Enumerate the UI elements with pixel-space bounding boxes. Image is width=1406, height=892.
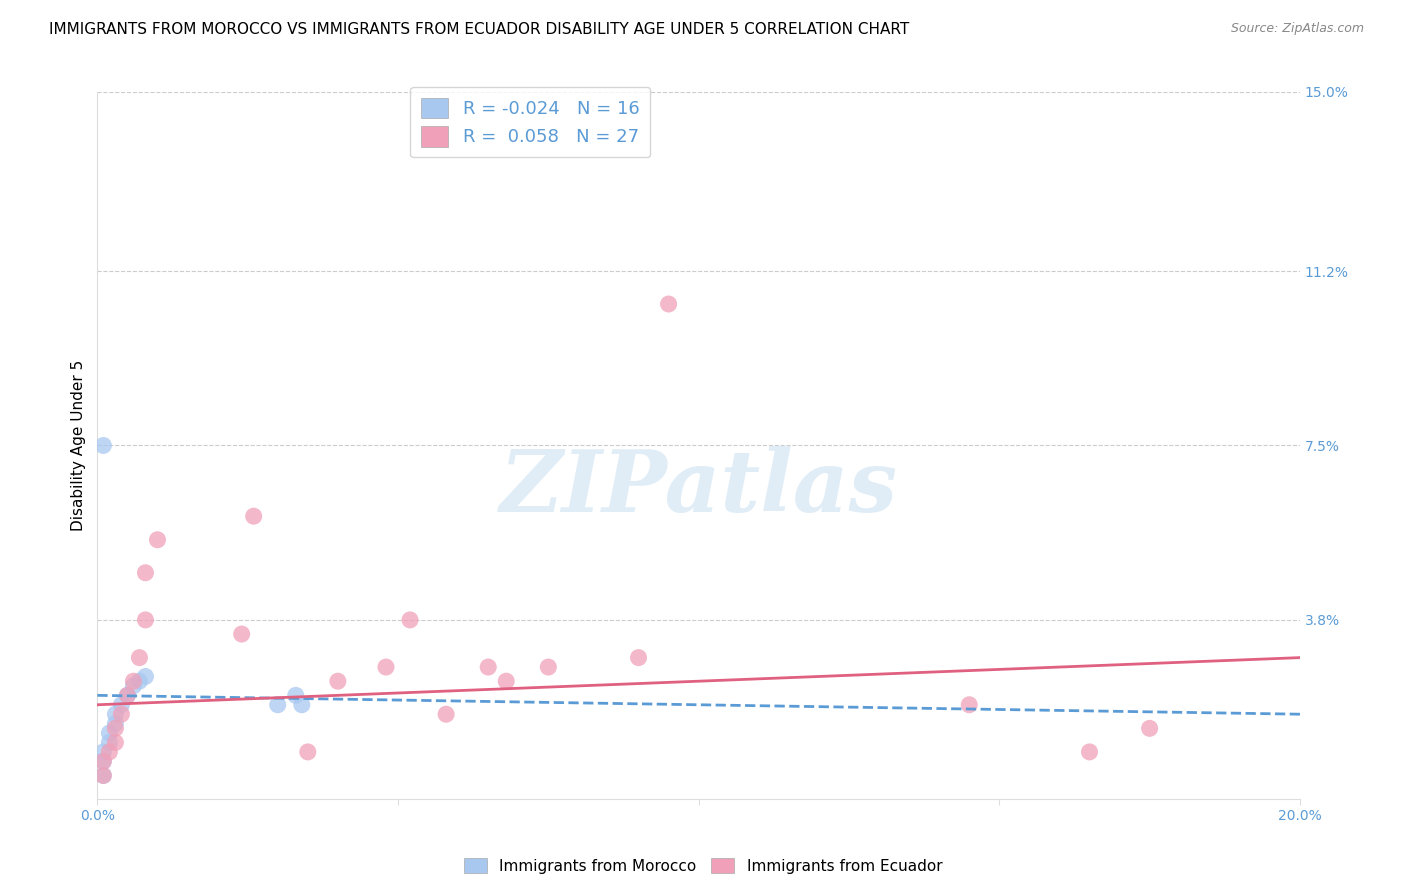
Point	[297, 745, 319, 759]
Point	[98, 735, 121, 749]
Point	[93, 768, 115, 782]
Point	[104, 735, 127, 749]
Point	[231, 627, 253, 641]
Point	[93, 438, 115, 452]
Text: IMMIGRANTS FROM MOROCCO VS IMMIGRANTS FROM ECUADOR DISABILITY AGE UNDER 5 CORREL: IMMIGRANTS FROM MOROCCO VS IMMIGRANTS FR…	[49, 22, 910, 37]
Point	[104, 716, 127, 731]
Point	[537, 660, 560, 674]
Point	[284, 689, 307, 703]
Point	[93, 755, 115, 769]
Point	[242, 509, 264, 524]
Point	[267, 698, 290, 712]
Point	[658, 297, 681, 311]
Point	[146, 533, 169, 547]
Point	[627, 650, 650, 665]
Point	[128, 650, 150, 665]
Point	[93, 745, 115, 759]
Text: ZIPatlas: ZIPatlas	[499, 446, 897, 530]
Point	[1078, 745, 1101, 759]
Y-axis label: Disability Age Under 5: Disability Age Under 5	[72, 359, 86, 531]
Point	[98, 726, 121, 740]
Point	[326, 674, 349, 689]
Point	[477, 660, 499, 674]
Point	[104, 707, 127, 722]
Point	[98, 745, 121, 759]
Point	[375, 660, 398, 674]
Point	[93, 768, 115, 782]
Text: Source: ZipAtlas.com: Source: ZipAtlas.com	[1230, 22, 1364, 36]
Point	[134, 613, 156, 627]
Point	[104, 722, 127, 736]
Point	[495, 674, 517, 689]
Legend: R = -0.024   N = 16, R =  0.058   N = 27: R = -0.024 N = 16, R = 0.058 N = 27	[411, 87, 650, 157]
Point	[110, 707, 132, 722]
Point	[122, 679, 145, 693]
Point	[434, 707, 457, 722]
Point	[957, 698, 980, 712]
Point	[117, 689, 139, 703]
Point	[399, 613, 422, 627]
Point	[122, 674, 145, 689]
Point	[134, 669, 156, 683]
Point	[134, 566, 156, 580]
Point	[117, 689, 139, 703]
Point	[1139, 722, 1161, 736]
Point	[93, 755, 115, 769]
Point	[291, 698, 314, 712]
Legend: Immigrants from Morocco, Immigrants from Ecuador: Immigrants from Morocco, Immigrants from…	[458, 852, 948, 880]
Point	[128, 674, 150, 689]
Point	[110, 698, 132, 712]
